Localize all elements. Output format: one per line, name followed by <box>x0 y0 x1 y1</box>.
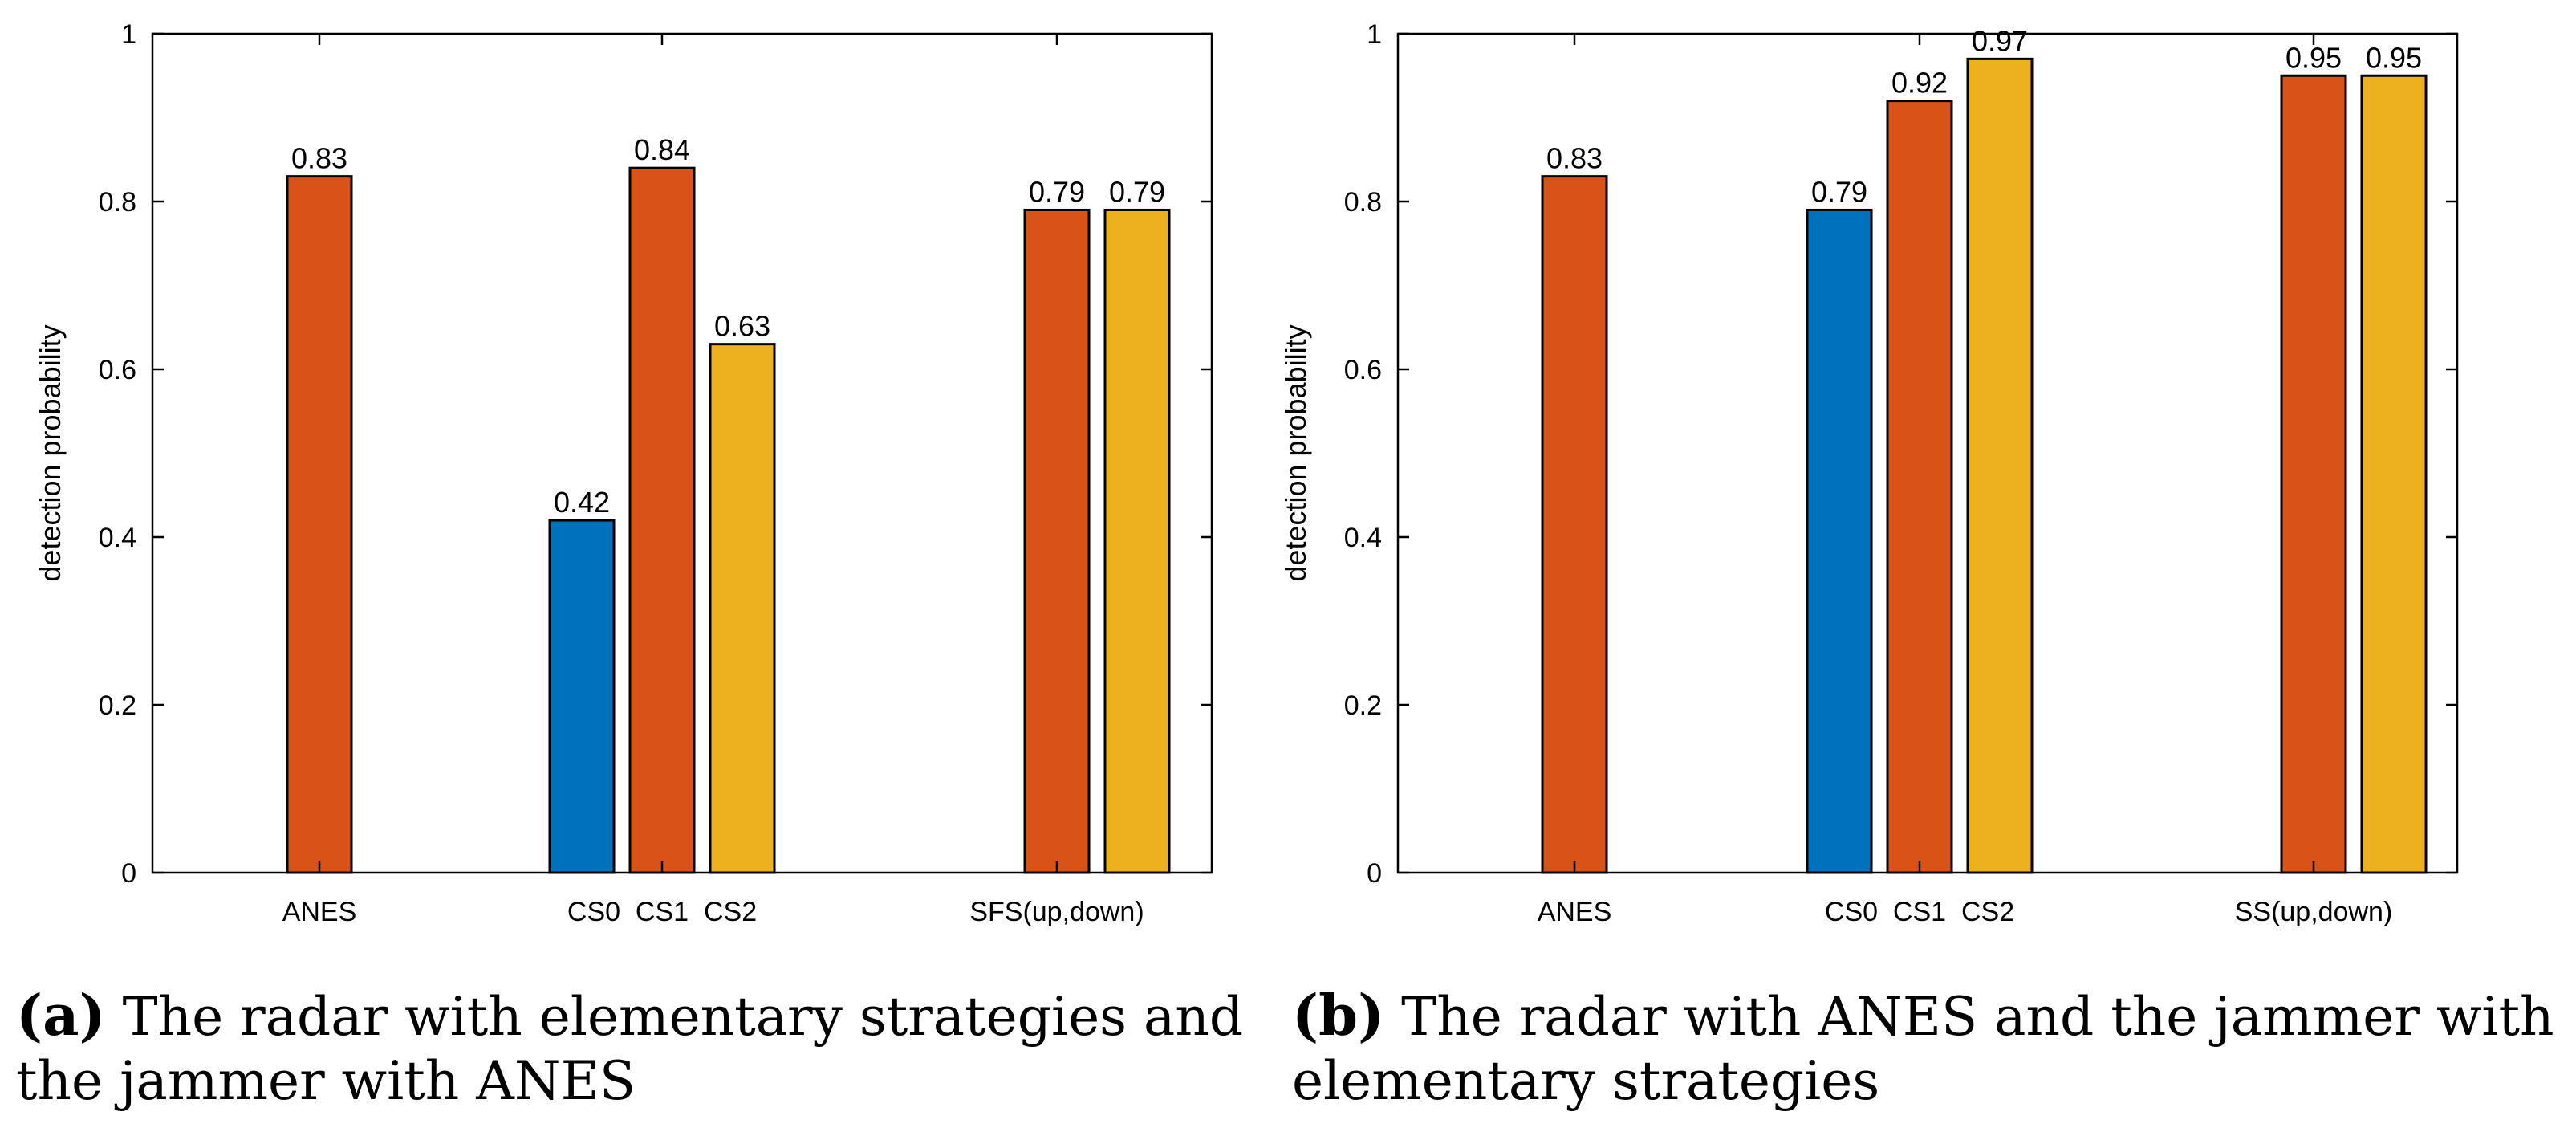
chart-a-bar-0 <box>286 175 353 874</box>
chart-b-bar-4 <box>2280 74 2347 874</box>
chart-a-bar-1 <box>548 519 616 874</box>
caption-a-text: The radar with elementary strategies and… <box>16 986 1244 1112</box>
chart-b-bar-3 <box>1966 57 2034 874</box>
chart-b-data-label-3: 0.97 <box>1972 24 2028 57</box>
chart-a-data-label-3: 0.63 <box>714 310 770 343</box>
chart-b-data-label-5: 0.95 <box>2366 41 2422 74</box>
chart-b-xtick-label-1: CS0 CS1 CS2 <box>1825 897 2014 927</box>
chart-a-data-label-5: 0.79 <box>1109 175 1165 208</box>
chart-a-ylabel: detection probability <box>34 324 67 581</box>
chart-a-ytick-label-0: 0 <box>121 858 136 889</box>
chart-b-ytick-label-5: 1 <box>1367 19 1382 50</box>
chart-a-bar-4 <box>1023 208 1091 874</box>
chart-b-axes-frame <box>1396 32 2459 874</box>
chart-a-bar-3 <box>709 343 776 874</box>
chart-a-bar-2 <box>628 166 696 874</box>
chart-b-bar-1 <box>1806 208 1873 874</box>
chart-b-xtick-label-2: SS(up,down) <box>2235 897 2393 927</box>
chart-a-ytick-label-4: 0.8 <box>99 187 136 218</box>
chart-b-ytick-label-2: 0.4 <box>1344 523 1382 553</box>
chart-a-data-label-1: 0.42 <box>554 486 610 519</box>
chart-a-xtick-label-2: SFS(up,down) <box>969 897 1144 927</box>
caption-a-tag: (a) <box>16 982 106 1049</box>
chart-b-bar-5 <box>2360 74 2428 874</box>
chart-a-data-label-0: 0.83 <box>291 142 347 175</box>
chart-b-bar-2 <box>1886 100 1953 874</box>
chart-b-data-label-2: 0.92 <box>1891 67 1948 100</box>
chart-a-data-label-2: 0.84 <box>634 133 690 166</box>
caption-a: (a) The radar with elementary strategies… <box>16 983 1284 1114</box>
chart-b-ytick-label-1: 0.2 <box>1344 690 1382 721</box>
caption-b: (b) The radar with ANES and the jammer w… <box>1292 983 2560 1114</box>
chart-a-bar-5 <box>1103 208 1171 874</box>
chart-b-ytick-label-4: 0.8 <box>1344 187 1382 218</box>
chart-b-data-label-0: 0.83 <box>1546 142 1603 175</box>
chart-a-ytick-label-1: 0.2 <box>99 690 136 721</box>
chart-b-data-label-1: 0.79 <box>1811 175 1867 208</box>
chart-a-ytick-label-5: 1 <box>121 19 136 50</box>
chart-b-ytick-label-0: 0 <box>1367 858 1382 889</box>
chart-b-bar-0 <box>1541 175 1608 874</box>
chart-a-ytick-label-3: 0.6 <box>99 355 136 385</box>
chart-a-ytick-label-2: 0.4 <box>99 523 136 553</box>
chart-b-ytick-label-3: 0.6 <box>1344 355 1382 385</box>
caption-b-text: The radar with ANES and the jammer with … <box>1292 986 2554 1112</box>
chart-a-xtick-label-0: ANES <box>282 897 357 927</box>
chart-a-xtick-label-1: CS0 CS1 CS2 <box>567 897 757 927</box>
chart-b-data-label-4: 0.95 <box>2285 41 2342 74</box>
chart-b-ylabel: detection probability <box>1284 324 1312 581</box>
chart-a: 0.83 0.42 0.84 0.63 0.79 0.79 0 0.2 0.4 0.6 0.8 1 AN… <box>34 19 1213 927</box>
chart-b: 0.83 0.79 0.92 0.97 0.95 0.95 0 0.2 0.4 0.6 0.8 1 AN… <box>1284 19 2459 927</box>
chart-a-axes-frame <box>151 32 1213 874</box>
chart-b-xtick-label-0: ANES <box>1538 897 1612 927</box>
caption-b-tag: (b) <box>1292 982 1385 1049</box>
chart-a-data-label-4: 0.79 <box>1029 175 1085 208</box>
